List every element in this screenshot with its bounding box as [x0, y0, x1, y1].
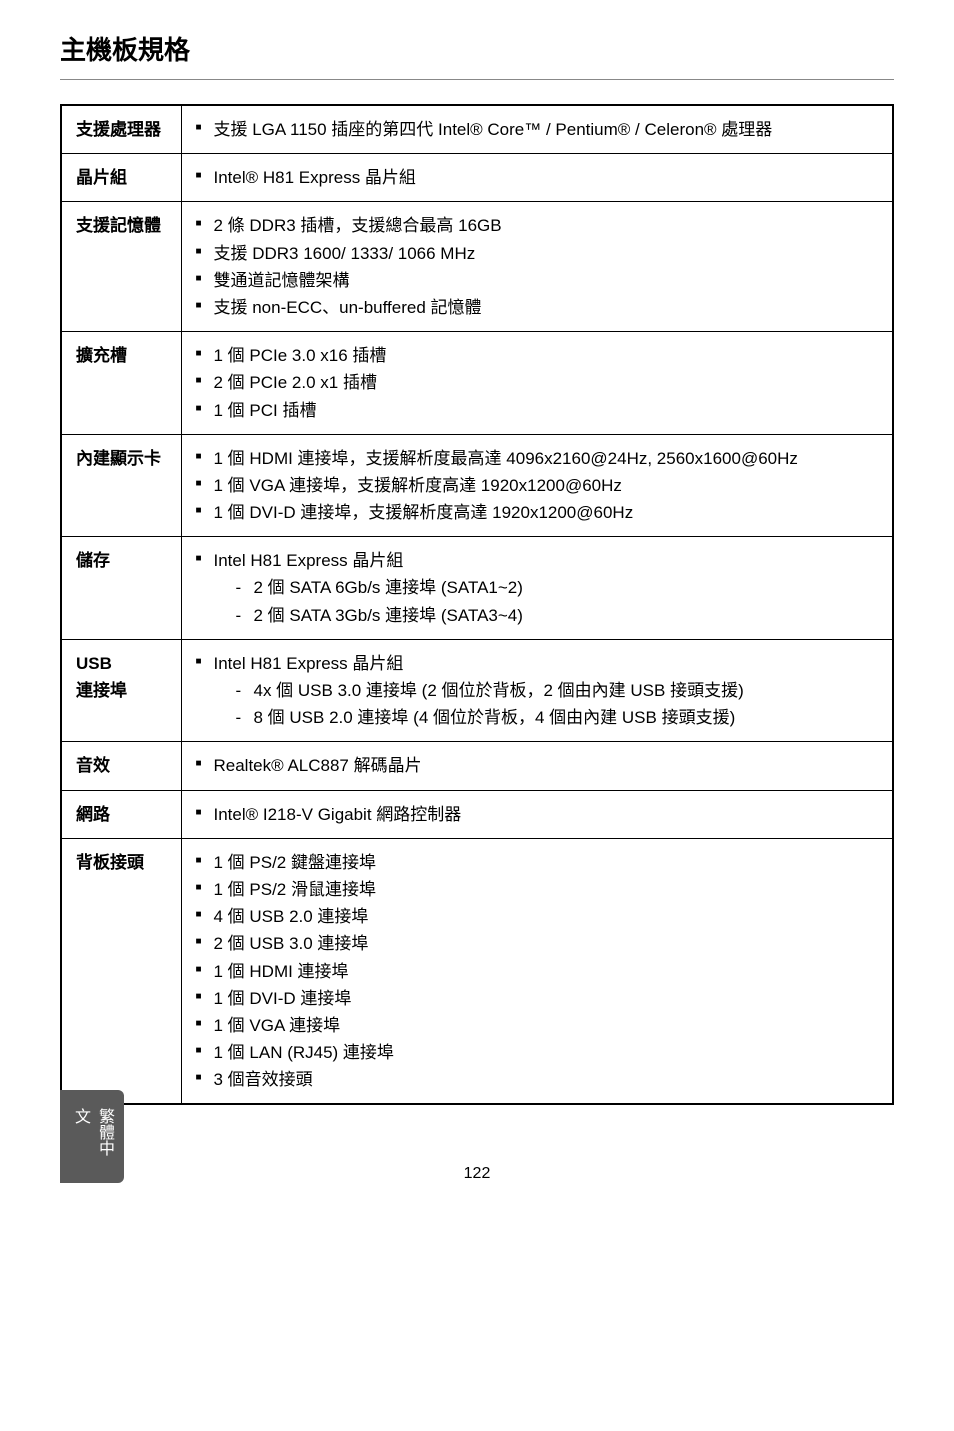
row-label: 背板接頭 — [61, 838, 181, 1104]
table-row: 內建顯示卡 1 個 HDMI 連接埠，支援解析度最高達 4096x2160@24H… — [61, 434, 893, 537]
item-list: 支援 LGA 1150 插座的第四代 Intel® Core™ / Pentiu… — [196, 116, 879, 143]
list-item: 2 條 DDR3 插槽，支援總合最高 16GB — [196, 212, 879, 239]
list-item: 3 個音效接頭 — [196, 1066, 879, 1093]
list-item: 雙通道記憶體架構 — [196, 267, 879, 294]
item-list: 2 條 DDR3 插槽，支援總合最高 16GB支援 DDR3 1600/ 133… — [196, 212, 879, 321]
list-item: 1 個 DVI-D 連接埠，支援解析度高達 1920x1200@60Hz — [196, 499, 879, 526]
row-content: Intel® I218-V Gigabit 網路控制器 — [181, 790, 893, 838]
list-item: 1 個 DVI-D 連接埠 — [196, 985, 879, 1012]
table-row: USB 連接埠Intel H81 Express 晶片組4x 個 USB 3.0… — [61, 639, 893, 742]
list-item: 1 個 VGA 連接埠，支援解析度高達 1920x1200@60Hz — [196, 472, 879, 499]
list-item: 1 個 PCI 插槽 — [196, 397, 879, 424]
sub-list: 4x 個 USB 3.0 連接埠 (2 個位於背板，2 個由內建 USB 接頭支… — [214, 677, 879, 731]
list-item: 2 個 PCIe 2.0 x1 插槽 — [196, 369, 879, 396]
row-content: 2 條 DDR3 插槽，支援總合最高 16GB支援 DDR3 1600/ 133… — [181, 202, 893, 332]
table-row: 支援處理器支援 LGA 1150 插座的第四代 Intel® Core™ / P… — [61, 105, 893, 154]
row-label: USB 連接埠 — [61, 639, 181, 742]
item-list: Intel H81 Express 晶片組2 個 SATA 6Gb/s 連接埠 … — [196, 547, 879, 629]
row-content: Intel H81 Express 晶片組4x 個 USB 3.0 連接埠 (2… — [181, 639, 893, 742]
side-tab: 繁體中文 — [60, 1090, 124, 1183]
row-content: 1 個 HDMI 連接埠，支援解析度最高達 4096x2160@24Hz, 25… — [181, 434, 893, 537]
list-item: 支援 LGA 1150 插座的第四代 Intel® Core™ / Pentiu… — [196, 116, 879, 143]
item-list: 1 個 PS/2 鍵盤連接埠1 個 PS/2 滑鼠連接埠4 個 USB 2.0 … — [196, 849, 879, 1094]
list-item: Intel® I218-V Gigabit 網路控制器 — [196, 801, 879, 828]
list-item: 1 個 HDMI 連接埠，支援解析度最高達 4096x2160@24Hz, 25… — [196, 445, 879, 472]
row-content: Intel® H81 Express 晶片組 — [181, 154, 893, 202]
row-label: 儲存 — [61, 537, 181, 640]
list-item: 支援 non-ECC、un-buffered 記憶體 — [196, 294, 879, 321]
table-row: 音效 Realtek® ALC887 解碼晶片 — [61, 742, 893, 790]
item-list: Intel® I218-V Gigabit 網路控制器 — [196, 801, 879, 828]
table-row: 支援記憶體2 條 DDR3 插槽，支援總合最高 16GB支援 DDR3 1600… — [61, 202, 893, 332]
list-item: Intel H81 Express 晶片組2 個 SATA 6Gb/s 連接埠 … — [196, 547, 879, 629]
list-item: 2 個 USB 3.0 連接埠 — [196, 930, 879, 957]
list-item: Realtek® ALC887 解碼晶片 — [196, 752, 879, 779]
list-item: 1 個 LAN (RJ45) 連接埠 — [196, 1039, 879, 1066]
row-label: 晶片組 — [61, 154, 181, 202]
item-list: Realtek® ALC887 解碼晶片 — [196, 752, 879, 779]
row-label: 支援記憶體 — [61, 202, 181, 332]
item-list: 1 個 PCIe 3.0 x16 插槽2 個 PCIe 2.0 x1 插槽1 個… — [196, 342, 879, 424]
item-list: 1 個 HDMI 連接埠，支援解析度最高達 4096x2160@24Hz, 25… — [196, 445, 879, 527]
row-content: Intel H81 Express 晶片組2 個 SATA 6Gb/s 連接埠 … — [181, 537, 893, 640]
list-item: 1 個 PCIe 3.0 x16 插槽 — [196, 342, 879, 369]
row-content: 1 個 PCIe 3.0 x16 插槽2 個 PCIe 2.0 x1 插槽1 個… — [181, 332, 893, 435]
sub-list: 2 個 SATA 6Gb/s 連接埠 (SATA1~2)2 個 SATA 3Gb… — [214, 574, 879, 628]
table-row: 晶片組 Intel® H81 Express 晶片組 — [61, 154, 893, 202]
row-content: 支援 LGA 1150 插座的第四代 Intel® Core™ / Pentiu… — [181, 105, 893, 154]
row-content: 1 個 PS/2 鍵盤連接埠1 個 PS/2 滑鼠連接埠4 個 USB 2.0 … — [181, 838, 893, 1104]
page-title: 主機板規格 — [60, 30, 894, 80]
row-label: 音效 — [61, 742, 181, 790]
list-item: 支援 DDR3 1600/ 1333/ 1066 MHz — [196, 240, 879, 267]
sub-list-item: 8 個 USB 2.0 連接埠 (4 個位於背板，4 個由內建 USB 接頭支援… — [236, 704, 879, 731]
list-item: 1 個 PS/2 鍵盤連接埠 — [196, 849, 879, 876]
row-label: 支援處理器 — [61, 105, 181, 154]
sub-list-item: 2 個 SATA 6Gb/s 連接埠 (SATA1~2) — [236, 574, 879, 601]
row-label: 擴充槽 — [61, 332, 181, 435]
list-item: Intel® H81 Express 晶片組 — [196, 164, 879, 191]
row-label: 內建顯示卡 — [61, 434, 181, 537]
list-item: 4 個 USB 2.0 連接埠 — [196, 903, 879, 930]
list-item: Intel H81 Express 晶片組4x 個 USB 3.0 連接埠 (2… — [196, 650, 879, 732]
page-number: 122 — [60, 1165, 894, 1183]
table-row: 網路 Intel® I218-V Gigabit 網路控制器 — [61, 790, 893, 838]
list-item: 1 個 VGA 連接埠 — [196, 1012, 879, 1039]
sub-list-item: 4x 個 USB 3.0 連接埠 (2 個位於背板，2 個由內建 USB 接頭支… — [236, 677, 879, 704]
table-row: 儲存Intel H81 Express 晶片組2 個 SATA 6Gb/s 連接… — [61, 537, 893, 640]
item-list: Intel H81 Express 晶片組4x 個 USB 3.0 連接埠 (2… — [196, 650, 879, 732]
sub-list-item: 2 個 SATA 3Gb/s 連接埠 (SATA3~4) — [236, 602, 879, 629]
table-row: 背板接頭1 個 PS/2 鍵盤連接埠1 個 PS/2 滑鼠連接埠4 個 USB … — [61, 838, 893, 1104]
spec-table: 支援處理器支援 LGA 1150 插座的第四代 Intel® Core™ / P… — [60, 104, 894, 1105]
row-content: Realtek® ALC887 解碼晶片 — [181, 742, 893, 790]
list-item: 1 個 PS/2 滑鼠連接埠 — [196, 876, 879, 903]
list-item: 1 個 HDMI 連接埠 — [196, 958, 879, 985]
table-row: 擴充槽1 個 PCIe 3.0 x16 插槽2 個 PCIe 2.0 x1 插槽… — [61, 332, 893, 435]
row-label: 網路 — [61, 790, 181, 838]
item-list: Intel® H81 Express 晶片組 — [196, 164, 879, 191]
